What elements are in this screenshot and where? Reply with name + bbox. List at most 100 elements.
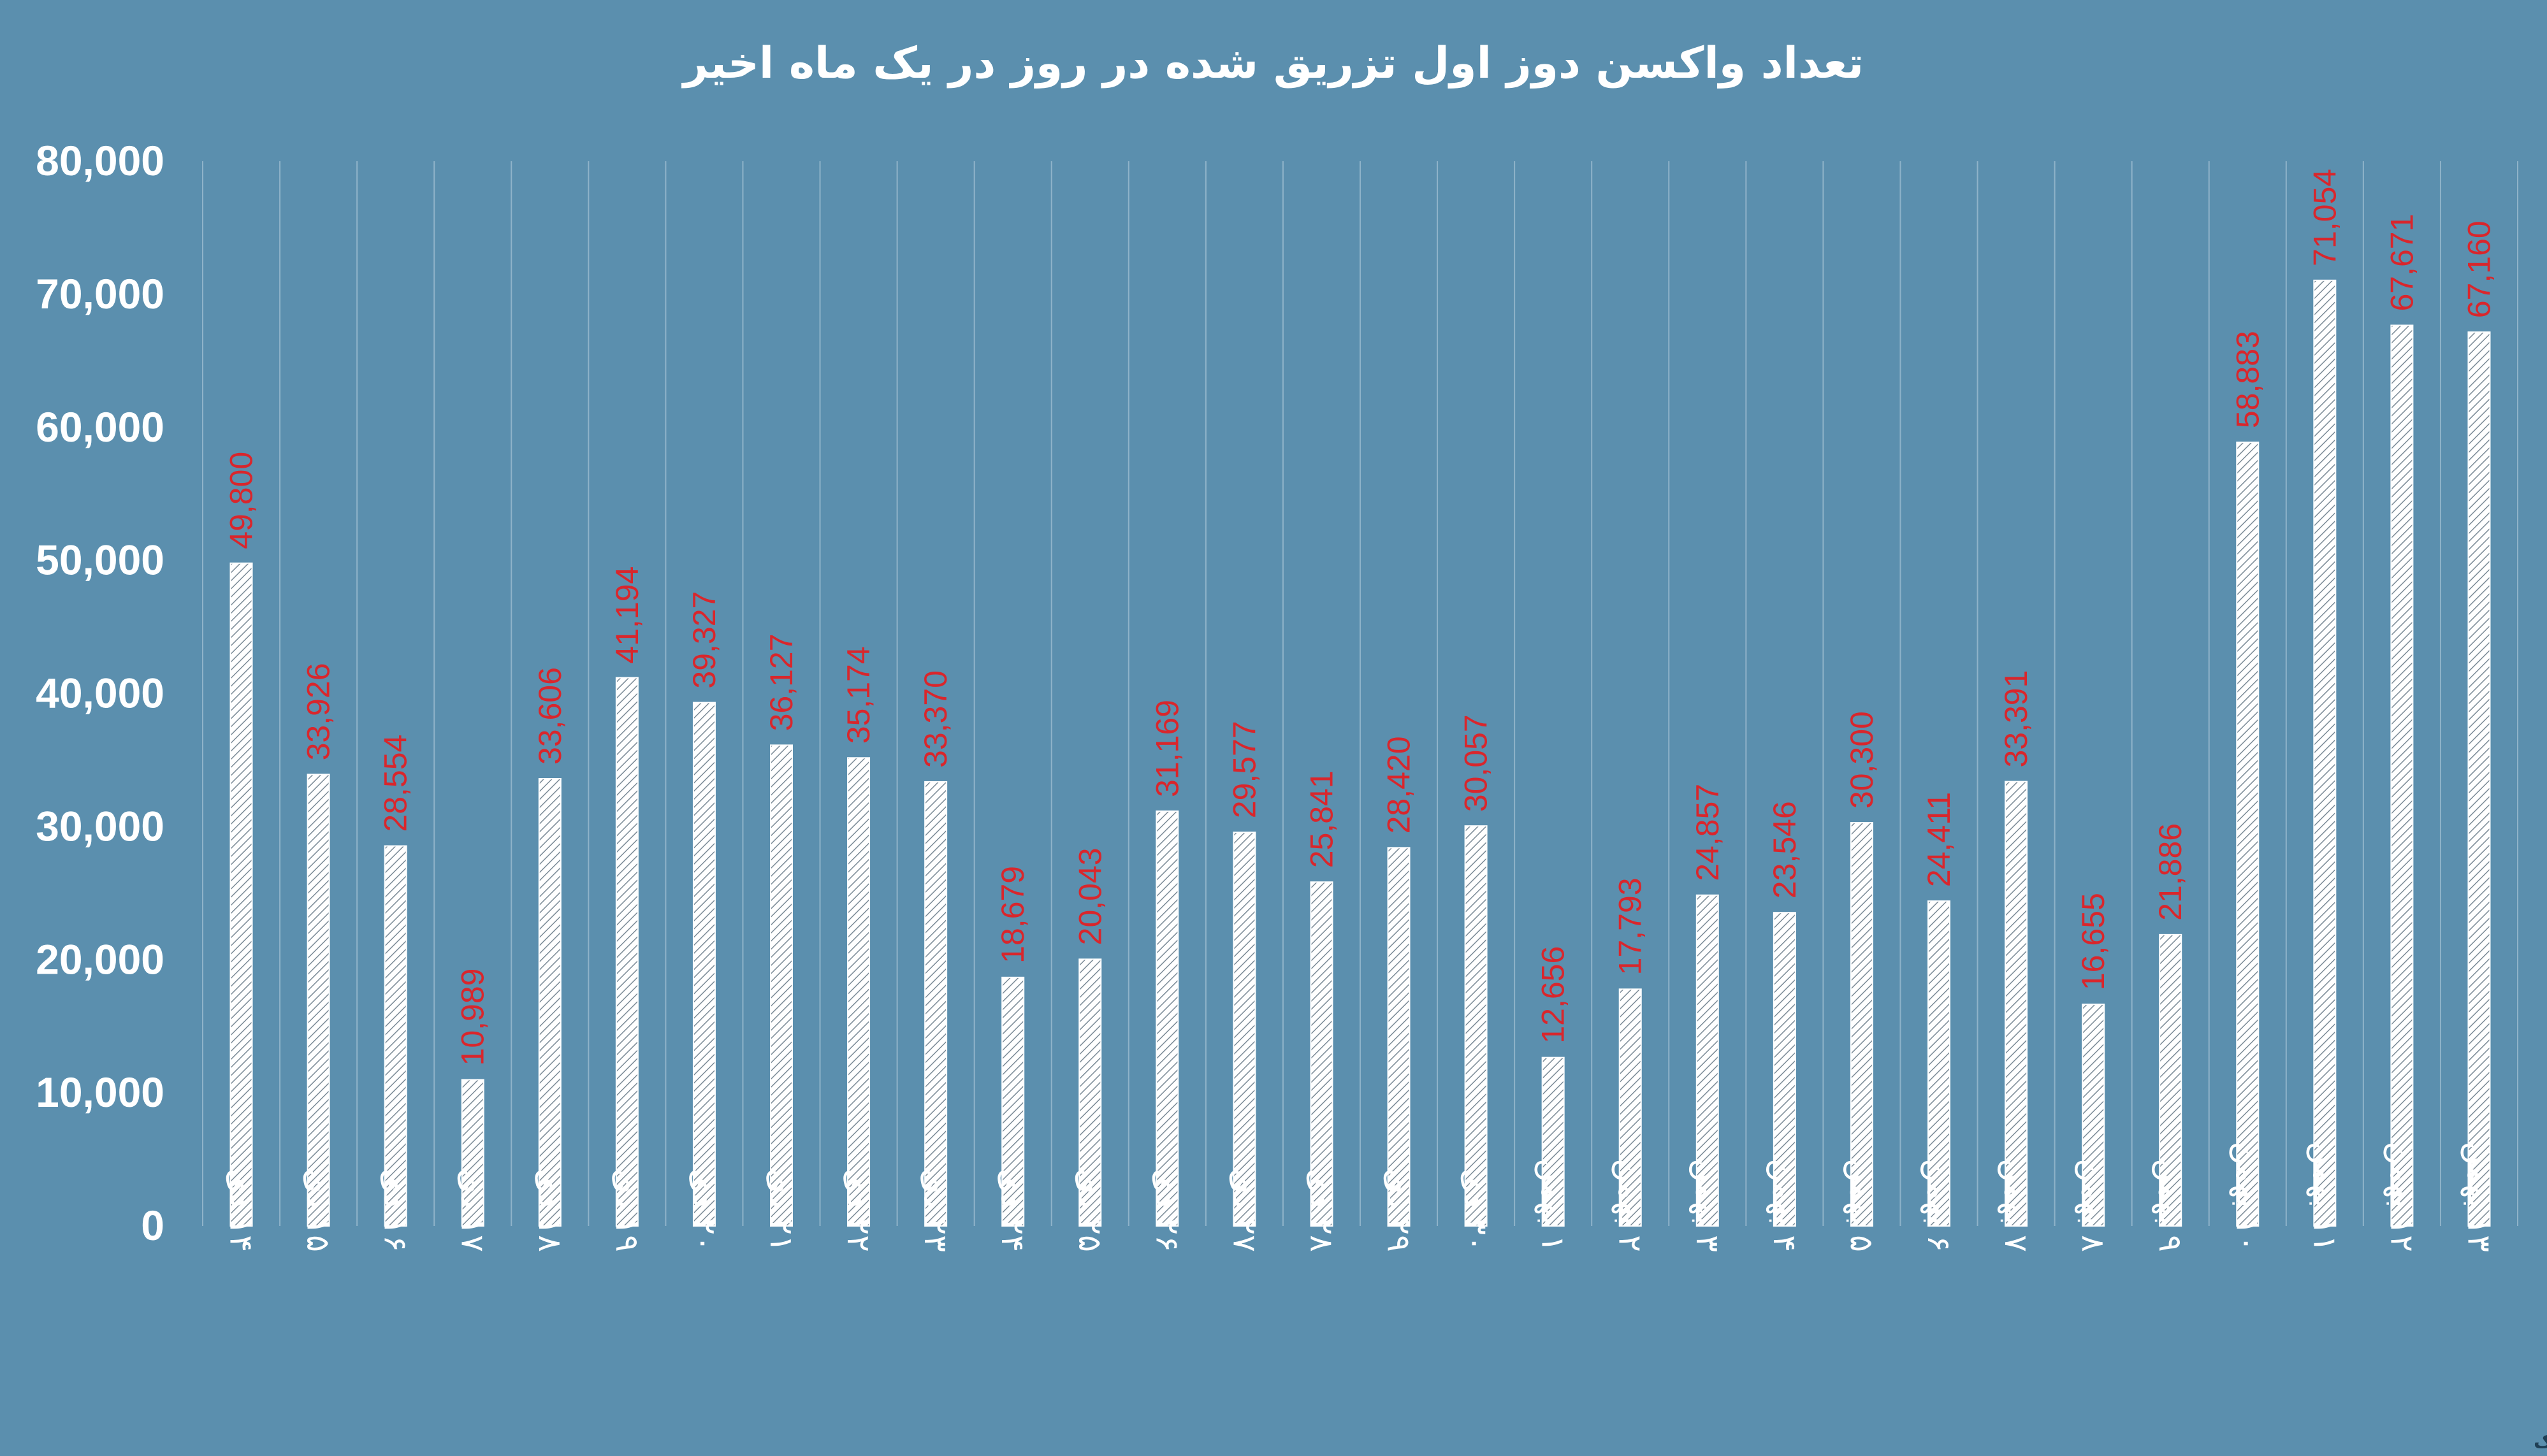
y-tick-label: 10,000 [36, 1069, 164, 1116]
y-tick-label: 0 [141, 1202, 164, 1249]
bar [2082, 1004, 2105, 1227]
x-tick-label: ۱۳ بهمن [2460, 1141, 2497, 1252]
bar [2313, 279, 2337, 1227]
data-label: 35,174 [841, 646, 876, 744]
x-tick-label: ۱۷ دی [454, 1169, 491, 1252]
x-tick-label: ۷ بهمن [1997, 1158, 2035, 1252]
x-tick-label: ۱۰ بهمن [2228, 1141, 2266, 1252]
bar [1156, 810, 1179, 1227]
data-label: 24,411 [1921, 792, 1957, 887]
bar [1001, 976, 1025, 1227]
bar [2390, 324, 2414, 1227]
data-label: 67,671 [2384, 214, 2420, 312]
x-tick-label: ۳۰ دی [1458, 1169, 1495, 1252]
bar [1310, 881, 1333, 1227]
x-tick-label: ۱۶ دی [377, 1169, 414, 1252]
bar [1464, 825, 1488, 1227]
data-label: 23,546 [1767, 801, 1803, 898]
data-label: 33,391 [1998, 670, 2034, 768]
bar [384, 845, 407, 1227]
data-label: 18,679 [995, 866, 1031, 963]
data-label: 30,300 [1844, 711, 1880, 809]
bar [1695, 894, 1719, 1227]
y-tick-label: 60,000 [36, 403, 164, 450]
x-tick-label: ۲۵ دی [1071, 1169, 1108, 1252]
bar [2005, 781, 2028, 1227]
data-label: 67,160 [2461, 220, 2497, 318]
bar [1773, 912, 1796, 1227]
bar [2236, 442, 2260, 1227]
data-label: 24,857 [1690, 784, 1725, 881]
data-label: 33,370 [918, 670, 954, 768]
x-tick-label: ۱۹ دی [609, 1169, 646, 1252]
data-label: 25,841 [1303, 770, 1339, 868]
bar [2467, 331, 2491, 1227]
bar [847, 757, 871, 1227]
y-tick-label: 70,000 [36, 270, 164, 317]
x-tick-label: ۶ بهمن [1920, 1158, 1957, 1252]
data-label: 33,606 [532, 667, 568, 765]
bar [229, 562, 253, 1227]
data-label: 28,420 [1381, 736, 1417, 833]
y-tick-label: 80,000 [36, 137, 164, 184]
x-tick-label: ۲۹ دی [1381, 1169, 1418, 1252]
x-tick-label: ۱۲ بهمن [2383, 1141, 2420, 1252]
x-tick-label: ۱۱ بهمن [2305, 1141, 2343, 1252]
x-tick-label: ۲۴ دی [994, 1169, 1031, 1252]
data-label: 17,793 [1613, 877, 1648, 975]
x-axis-tick-labels: ۱۴ دی ۱۵ دی ۱۶ دی ۱۷ دی ۱۸ دی ۱۹ دی ۲۰ دی ۲۱ دی… [223, 1141, 2498, 1252]
y-tick-label: 30,000 [36, 802, 164, 849]
bar [307, 774, 330, 1227]
x-tick-label: ۵ بهمن [1843, 1158, 1880, 1252]
gridlines [202, 161, 2518, 1226]
data-label: 29,577 [1226, 721, 1262, 818]
bar [1387, 847, 1411, 1227]
bar [538, 778, 562, 1227]
data-label: 21,886 [2152, 823, 2188, 921]
x-tick-label: ۱۴ دی [223, 1169, 260, 1252]
data-label: 30,057 [1458, 714, 1494, 812]
x-tick-label: ۲۸ دی [1303, 1169, 1340, 1252]
x-tick-label: ۲۲ دی [840, 1169, 877, 1252]
y-tick-label: 20,000 [36, 935, 164, 983]
y-tick-label: 50,000 [36, 537, 164, 584]
x-tick-label: ۸ بهمن [2074, 1158, 2112, 1252]
bar [770, 744, 793, 1227]
bar [692, 702, 716, 1227]
data-label: 49,800 [224, 452, 259, 549]
x-tick-label: ۲۷ دی [1226, 1169, 1263, 1252]
bar [615, 677, 639, 1227]
data-label: 10,989 [455, 969, 491, 1066]
data-label: 41,194 [609, 566, 645, 664]
x-tick-label: ۲۶ دی [1149, 1169, 1186, 1252]
x-tick-label: ۲۰ دی [686, 1169, 723, 1252]
data-label: 39,327 [686, 591, 722, 689]
data-label: 31,169 [1149, 700, 1185, 797]
data-label: 20,043 [1072, 847, 1108, 945]
x-tick-label: ۱۵ دی [300, 1169, 337, 1252]
chart-title: تعداد واکسن دوز اول تزریق شده در روز در … [681, 38, 1864, 89]
data-label: 12,656 [1535, 946, 1571, 1044]
bar [924, 781, 948, 1227]
bar [1618, 988, 1642, 1227]
x-tick-label: ۱۸ دی [532, 1169, 569, 1252]
data-label: 33,926 [301, 663, 337, 760]
x-tick-label: ۳ بهمن [1688, 1158, 1726, 1252]
bar [461, 1079, 484, 1227]
data-label: 71,054 [2307, 169, 2342, 266]
x-tick-label: ۲۳ دی [917, 1169, 954, 1252]
data-label: 28,554 [378, 735, 414, 832]
bar [1078, 958, 1102, 1227]
x-tick-label: ۹ بهمن [2151, 1158, 2189, 1252]
bar [1233, 832, 1256, 1227]
x-tick-label: ۱ بهمن [1534, 1158, 1572, 1252]
x-tick-label: ۲۱ دی [763, 1169, 800, 1252]
bar [1927, 900, 1950, 1227]
data-label: 58,883 [2230, 331, 2265, 428]
data-label: 36,127 [764, 633, 799, 731]
data-labels: 49,800 33,926 28,554 10,989 33,606 41,194 39,3… [224, 169, 2497, 1066]
bars [229, 279, 2491, 1227]
y-axis-tick-labels: 0 10,000 20,000 30,000 40,000 50,000 60,000 70,… [36, 137, 164, 1249]
